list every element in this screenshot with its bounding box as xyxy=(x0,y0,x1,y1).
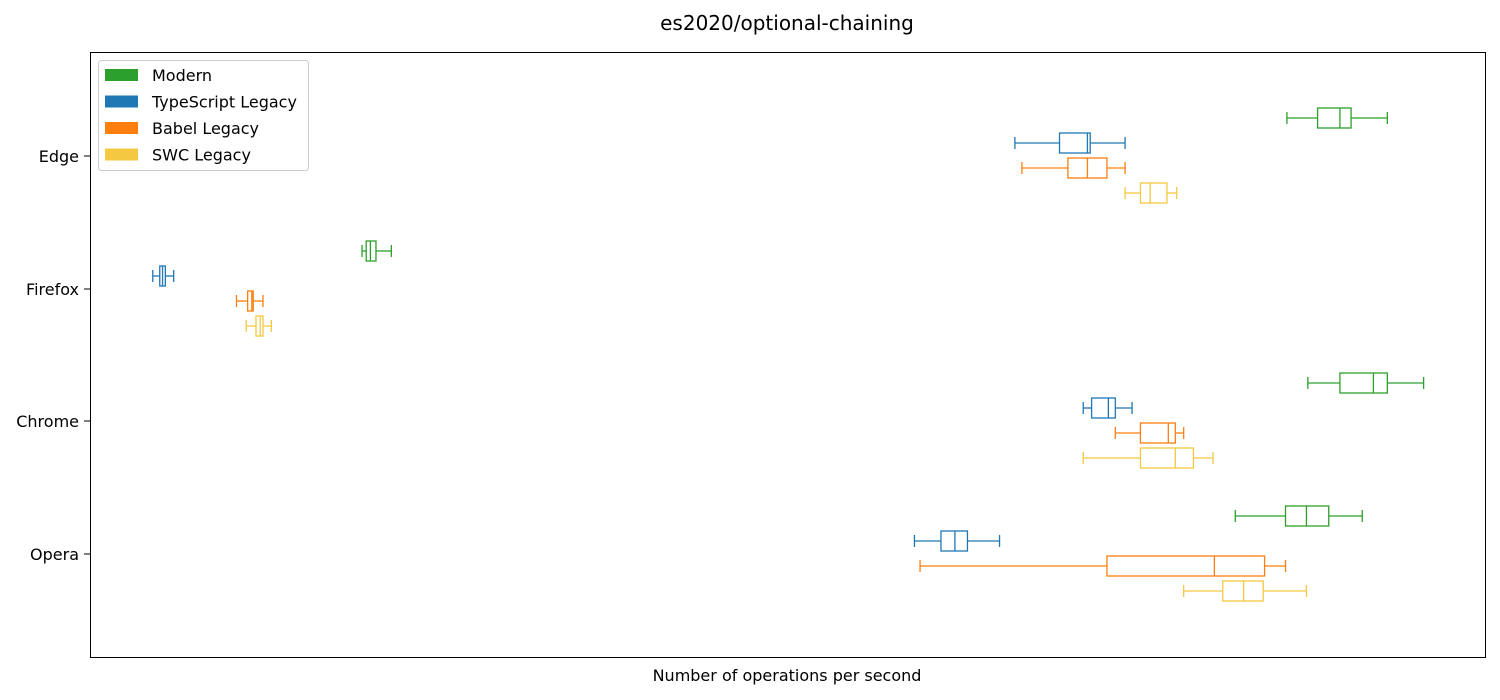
iqr-box xyxy=(1139,422,1176,444)
legend-label: Babel Legacy xyxy=(152,119,259,138)
box-chrome-swc-legacy xyxy=(1082,447,1214,469)
legend-swatch xyxy=(105,69,138,81)
x-axis-label: Number of operations per second xyxy=(653,666,922,685)
legend-label: SWC Legacy xyxy=(152,146,251,165)
box-firefox-swc-legacy xyxy=(245,315,273,337)
plot-area-frame xyxy=(90,52,1486,658)
iqr-box xyxy=(246,290,254,312)
legend-swatch xyxy=(105,122,138,134)
legend-swatch xyxy=(105,95,138,108)
y-tick-label: Edge xyxy=(39,147,79,166)
iqr-box xyxy=(1090,397,1116,419)
box-opera-modern xyxy=(1234,505,1363,527)
iqr-box xyxy=(1058,132,1091,154)
iqr-box xyxy=(1139,447,1195,469)
box-edge-swc-legacy xyxy=(1124,182,1178,204)
box-firefox-babel-legacy xyxy=(235,290,264,312)
iqr-box xyxy=(1139,182,1168,204)
chart-title: es2020/optional-chaining xyxy=(660,11,914,35)
box-chrome-babel-legacy xyxy=(1114,422,1185,444)
iqr-box xyxy=(255,315,264,337)
series-babel-legacy xyxy=(235,157,1287,577)
iqr-box xyxy=(1316,107,1352,129)
box-chrome-modern xyxy=(1307,372,1425,394)
box-edge-babel-legacy xyxy=(1021,157,1126,179)
box-edge-typescript-legacy xyxy=(1014,132,1126,154)
legend: Modern TypeScript Legacy Babel Legacy SWC L… xyxy=(98,60,309,171)
y-tick-label: Opera xyxy=(30,545,79,564)
y-tick-label: Firefox xyxy=(26,280,79,299)
iqr-box xyxy=(940,530,969,552)
box-opera-swc-legacy xyxy=(1183,580,1308,602)
box-opera-babel-legacy xyxy=(919,555,1287,577)
box-firefox-modern xyxy=(361,240,392,262)
iqr-box xyxy=(365,240,377,262)
iqr-box xyxy=(1106,555,1266,577)
legend-label: Modern xyxy=(152,66,212,85)
box-opera-typescript-legacy xyxy=(913,530,1001,552)
legend-frame xyxy=(98,60,309,171)
box-edge-modern xyxy=(1286,107,1388,129)
iqr-box xyxy=(1339,372,1389,394)
y-tick-label: Chrome xyxy=(16,412,79,431)
series-typescript-legacy xyxy=(152,132,1133,552)
iqr-box xyxy=(1222,580,1264,602)
series-modern xyxy=(361,107,1425,527)
series-swc-legacy xyxy=(245,182,1308,602)
legend-swatch xyxy=(105,148,138,161)
box-firefox-typescript-legacy xyxy=(152,265,175,287)
box-chrome-typescript-legacy xyxy=(1082,397,1133,419)
y-axis: Edge Firefox Chrome Opera xyxy=(16,147,90,564)
legend-label: TypeScript Legacy xyxy=(151,93,297,112)
iqr-box xyxy=(1284,505,1330,527)
boxes-layer xyxy=(152,107,1425,602)
